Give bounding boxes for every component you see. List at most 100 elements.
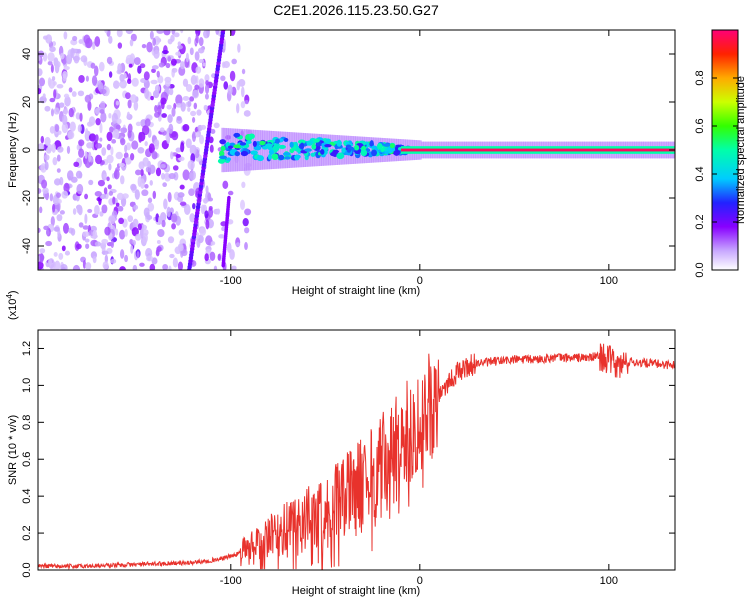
- spectrogram-noise-blob: [45, 147, 52, 154]
- spectrogram-noise-blob: [101, 238, 109, 245]
- spectrogram-noise-blob: [210, 241, 216, 246]
- spectrogram-noise-blob: [39, 248, 46, 254]
- spectrogram-noise-blob: [51, 76, 56, 81]
- spectrogram-noise-blob: [185, 138, 192, 149]
- spectrogram-noise-blob: [99, 109, 105, 114]
- spectrogram-noise-blob: [55, 192, 61, 198]
- snr-x-tick-label: 100: [600, 575, 618, 587]
- spectrogram-noise-blob: [195, 66, 202, 74]
- spectrogram-noise-blob: [151, 65, 159, 70]
- spectrogram-signal-blob: [271, 153, 279, 161]
- spectrogram-noise-blob: [120, 137, 126, 146]
- spectrogram-noise-blob: [171, 67, 178, 73]
- spectrogram-signal-blob: [240, 151, 249, 157]
- spectrogram-noise-blob: [165, 62, 171, 69]
- spectrogram-noise-blob: [99, 137, 103, 142]
- spectrogram-noise-blob: [106, 56, 113, 65]
- spectrogram-noise-blob: [110, 258, 117, 264]
- spectrogram-noise-blob: [52, 203, 56, 213]
- spectrogram-noise-blob: [141, 189, 149, 197]
- spectrogram-noise-blob: [38, 143, 45, 152]
- spectrogram-noise-blob: [38, 55, 41, 62]
- spectrogram-noise-blob: [61, 114, 68, 126]
- spectrogram-noise-blob: [166, 104, 172, 110]
- snr-x-tick-label: -100: [220, 575, 242, 587]
- snr-x-ticks: -100 0 100: [220, 330, 618, 587]
- spectrogram-noise-blob: [76, 144, 80, 151]
- spectrogram-noise-blob: [44, 136, 51, 146]
- spectrogram-noise-blob: [218, 234, 225, 239]
- spectrogram-noise-blob: [118, 217, 125, 225]
- snr-y-tick-label: 0.6: [21, 452, 33, 467]
- spectrogram-noise-blob: [101, 250, 109, 255]
- spectrogram-noise-blob: [124, 157, 132, 165]
- spectrogram-noise-blob: [78, 148, 85, 158]
- spectrogram-signal-blob: [217, 158, 226, 164]
- spectrogram-noise-blob: [53, 178, 61, 186]
- spectrogram-signal-blob: [353, 144, 360, 151]
- spectrogram-noise-blob: [39, 206, 43, 214]
- spectrogram-noise-blob: [213, 122, 220, 129]
- spectrogram-noise-blob: [154, 84, 161, 93]
- spectrogram-noise-blob: [150, 95, 154, 101]
- snr-y-tick-label: 0.8: [21, 415, 33, 430]
- spectrogram-band-halo: [253, 129, 257, 171]
- spectrogram-signal-blob: [245, 140, 252, 145]
- svg-text:(x104): (x104): [5, 290, 19, 320]
- spectrogram-band-halo: [266, 130, 270, 170]
- spectrogram-noise-blob: [168, 88, 174, 96]
- spectrogram-noise-blob: [162, 263, 169, 270]
- spectrogram-noise-blob: [165, 132, 169, 142]
- spectrogram-noise-blob: [140, 168, 144, 177]
- spectrogram-noise-blob: [109, 126, 114, 133]
- spectrogram-signal-blob: [382, 143, 391, 147]
- spectrogram-noise-blob: [92, 229, 98, 240]
- spectrogram-noise-blob: [67, 130, 75, 140]
- spectrogram-signal-blob: [219, 155, 228, 160]
- spectrogram-noise-blob: [108, 215, 116, 225]
- spectrogram-noise-blob: [191, 116, 196, 123]
- spectrogram-noise-blob: [220, 75, 226, 82]
- spectrogram-noise-blob: [216, 208, 221, 215]
- spectrogram-noise-blob: [204, 83, 210, 95]
- spectrogram-noise-blob: [151, 68, 156, 73]
- spectrogram-noise-blob: [142, 229, 149, 236]
- spectrogram-noise-blob: [227, 84, 233, 95]
- spectrogram-noise-blob: [47, 77, 52, 87]
- spectrogram-noise-blob: [104, 254, 109, 264]
- spectrogram-x-axis-label: Height of straight line (km): [292, 285, 420, 297]
- spectrogram-noise-blob: [117, 205, 124, 212]
- spectrogram-signal-blob: [371, 145, 378, 149]
- spectrogram-noise-blob: [204, 210, 209, 219]
- spectrogram-noise-blob: [95, 154, 103, 165]
- spectrogram-noise-blob: [171, 131, 179, 141]
- spectrogram-noise-blob: [38, 68, 43, 77]
- spectrogram-noise-blob: [117, 63, 122, 74]
- spectrogram-band-halo: [259, 130, 263, 170]
- spectrogram-noise-blob: [149, 180, 153, 186]
- spectrogram-noise-blob: [129, 39, 134, 47]
- spectrogram-x-tick-label: -100: [220, 275, 242, 287]
- spectrogram-noise-blob: [86, 121, 93, 127]
- spectrogram-noise-blob: [156, 240, 161, 245]
- spectrogram-band-halo: [262, 130, 266, 170]
- spectrogram-band-halo: [287, 131, 291, 169]
- spectrogram-noise-blob: [205, 219, 210, 230]
- spectrogram-noise-blob: [95, 143, 103, 149]
- spectrogram-noise-blob: [153, 49, 160, 59]
- spectrogram-noise-blob: [49, 97, 56, 103]
- spectrogram-noise-blob: [47, 61, 53, 66]
- spectrogram-noise-blob: [172, 165, 179, 171]
- spectrogram-noise-blob: [160, 163, 166, 169]
- spectrogram-noise-blob: [43, 225, 49, 231]
- spectrogram-noise-blob: [85, 37, 93, 49]
- spectrogram-noise-blob: [178, 244, 184, 252]
- spectrogram-noise-blob: [64, 250, 70, 256]
- spectrogram-noise-blob: [235, 242, 241, 247]
- spectrogram-noise-blob: [138, 161, 145, 170]
- spectrogram-noise-blob: [40, 135, 45, 144]
- spectrogram-noise-blob: [57, 130, 62, 135]
- spectrogram-noise-blob: [135, 233, 142, 241]
- spectrogram-noise-blob: [120, 175, 125, 185]
- spectrogram-noise-blob: [132, 218, 139, 229]
